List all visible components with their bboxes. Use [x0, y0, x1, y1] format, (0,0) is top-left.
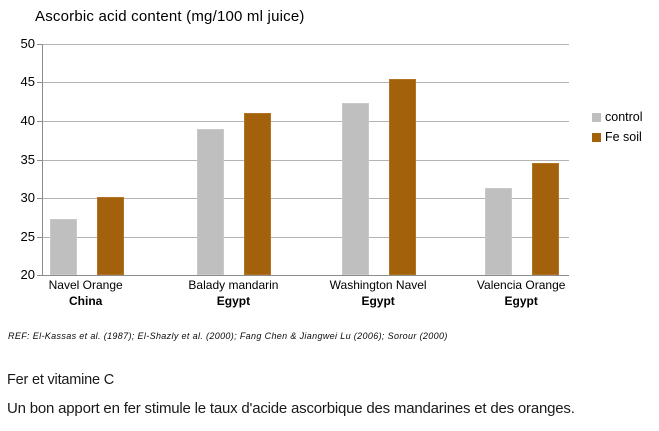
legend: control Fe soil [592, 110, 643, 144]
bar-group-balady-mandarin [197, 44, 272, 275]
y-tick-50 [37, 44, 43, 45]
x-category-name: Valencia Orange [476, 278, 566, 292]
x-category-name: Navel Orange [48, 278, 123, 292]
x-category-4: Valencia Orange Egypt [451, 278, 591, 309]
x-category-region: Egypt [216, 294, 251, 308]
bar-fe-soil-1 [96, 197, 124, 275]
x-category-region: Egypt [361, 294, 395, 308]
legend-label: Fe soil [605, 130, 642, 144]
x-category-1: Navel Orange China [16, 278, 156, 309]
caption-body: Un bon apport en fer stimule le taux d'a… [7, 400, 575, 417]
x-axis-labels: Navel Orange China Balady mandarin Egypt Was… [42, 278, 568, 314]
y-tick-label-30: 30 [20, 189, 35, 205]
gridline-25 [43, 236, 569, 238]
x-category-region: Egypt [504, 294, 538, 308]
y-tick-20 [37, 275, 43, 276]
bar-group-washington-navel [342, 44, 417, 275]
bar-group-valencia-orange [485, 44, 560, 275]
legend-swatch-icon [592, 112, 601, 122]
bar-group-navel-orange [49, 44, 124, 275]
y-tick-40 [37, 120, 43, 122]
gridline-35 [43, 159, 569, 161]
bar-control-2 [197, 129, 225, 275]
y-tick-25 [37, 236, 43, 238]
x-category-region: China [68, 294, 103, 308]
gridline-50 [43, 44, 569, 45]
y-tick-label-40: 40 [20, 112, 35, 128]
y-tick-label-20: 20 [20, 267, 35, 282]
y-tick-label-25: 25 [20, 228, 35, 244]
legend-label: control [605, 110, 643, 124]
y-tick-45 [37, 82, 43, 84]
gridline-40 [43, 120, 569, 122]
y-tick-label-50: 50 [20, 36, 35, 51]
caption-heading: Fer et vitamine C [7, 372, 114, 388]
legend-swatch-icon [592, 132, 601, 142]
x-category-name: Washington Navel [329, 278, 427, 292]
bar-fe-soil-4 [532, 162, 560, 275]
legend-item-control: control [592, 110, 643, 124]
legend-item-fe-soil: Fe soil [592, 130, 643, 144]
gridline-45 [43, 82, 569, 84]
x-category-name: Balady mandarin [188, 278, 279, 292]
y-tick-30 [37, 197, 43, 199]
y-tick-label-35: 35 [20, 151, 35, 167]
y-tick-35 [37, 159, 43, 161]
gridline-30 [43, 197, 569, 199]
bar-control-3 [342, 103, 370, 275]
x-category-3: Washington Navel Egypt [308, 278, 448, 309]
bar-control-1 [49, 218, 77, 275]
chart-title: Ascorbic acid content (mg/100 ml juice) [35, 8, 305, 25]
reference-text: REF: El-Kassas et al. (1987); El-Shazly … [8, 331, 448, 341]
x-category-2: Balady mandarin Egypt [163, 278, 303, 309]
plot-area: 50 45 40 35 30 25 20 [21, 36, 569, 282]
y-tick-label-45: 45 [20, 74, 35, 90]
bar-fe-soil-2 [244, 113, 272, 275]
bar-control-4 [485, 188, 513, 275]
bar-fe-soil-3 [389, 78, 417, 275]
